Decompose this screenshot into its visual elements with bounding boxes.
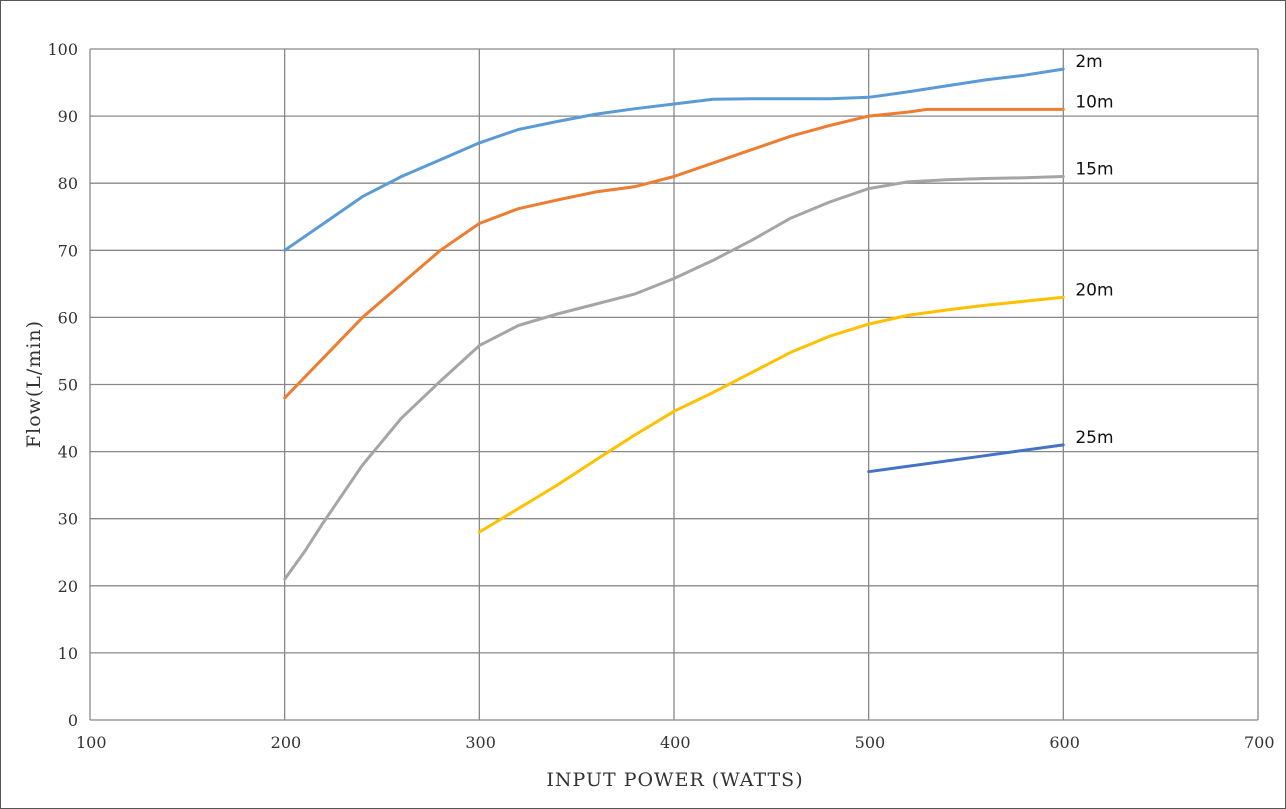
x-axis-label: INPUT POWER (WATTS) xyxy=(546,769,803,791)
series-line-20m xyxy=(477,295,1065,534)
series-label-25m: 25m xyxy=(1075,428,1113,448)
y-tick-label: 60 xyxy=(58,308,78,327)
grid xyxy=(89,48,1259,721)
y-axis-label: Flow(L/min) xyxy=(23,320,45,448)
y-tick-label: 100 xyxy=(47,40,78,59)
series-line-10m xyxy=(283,107,1065,400)
series-label-2m: 2m xyxy=(1075,52,1102,72)
y-tick-labels: 0 10 20 30 40 50 60 70 80 90 100 xyxy=(47,40,78,730)
series-line-25m xyxy=(867,443,1065,474)
x-tick-labels: 100 200 300 400 500 600 700 xyxy=(76,733,1275,752)
y-tick-label: 30 xyxy=(58,510,78,529)
x-tick-label: 400 xyxy=(660,733,691,752)
y-tick-label: 50 xyxy=(58,376,78,395)
x-tick-label: 700 xyxy=(1244,733,1275,752)
series-line-15m xyxy=(283,175,1065,581)
x-tick-label: 600 xyxy=(1049,733,1080,752)
x-tick-label: 300 xyxy=(465,733,496,752)
x-tick-label: 100 xyxy=(76,733,107,752)
y-tick-label: 80 xyxy=(58,174,78,193)
series-line-2m xyxy=(283,67,1065,252)
y-tick-label: 40 xyxy=(58,443,78,462)
series-label-20m: 20m xyxy=(1075,280,1113,300)
series-label-15m: 15m xyxy=(1075,159,1113,179)
series-lines xyxy=(283,67,1065,581)
y-tick-label: 90 xyxy=(58,107,78,126)
y-tick-label: 10 xyxy=(58,644,78,663)
x-tick-label: 200 xyxy=(271,733,302,752)
series-label-10m: 10m xyxy=(1075,92,1113,112)
y-tick-label: 70 xyxy=(58,241,78,260)
series-labels: 2m 10m 15m 20m 25m xyxy=(1075,52,1113,448)
y-tick-label: 20 xyxy=(58,577,78,596)
x-tick-label: 500 xyxy=(855,733,886,752)
y-tick-label: 0 xyxy=(68,711,78,730)
